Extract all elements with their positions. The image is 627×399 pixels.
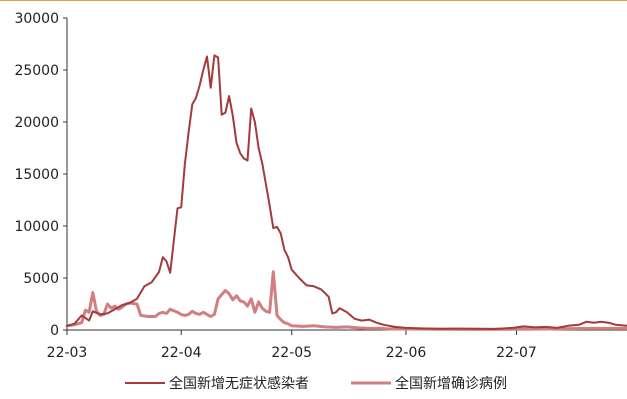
y-tick-label: 0 bbox=[50, 323, 59, 339]
axes: 0 5000 10000 15000 20000 25000 30000 22-03 22-04… bbox=[14, 11, 627, 361]
x-tick-label: 22-07 bbox=[496, 345, 537, 361]
series-group bbox=[65, 54, 627, 331]
x-tick-label: 22-04 bbox=[161, 345, 202, 361]
legend-label-2: 全国新增确诊病例 bbox=[395, 375, 507, 392]
y-tick-label: 5000 bbox=[23, 271, 59, 287]
x-tick-label: 22-03 bbox=[47, 345, 88, 361]
series-line-1 bbox=[66, 54, 627, 330]
y-tick-label: 20000 bbox=[14, 115, 59, 131]
legend-label-1: 全国新增无症状感染者 bbox=[169, 375, 309, 392]
y-tick-label: 25000 bbox=[14, 63, 59, 79]
x-tick-label: 22-06 bbox=[386, 345, 427, 361]
series-line-2 bbox=[65, 270, 627, 331]
y-tick-label: 30000 bbox=[14, 11, 59, 27]
x-tick-label: 22-05 bbox=[271, 345, 312, 361]
top-rule bbox=[0, 0, 627, 1]
legend: 全国新增无症状感染者 全国新增确诊病例 bbox=[125, 375, 507, 392]
y-tick-label: 15000 bbox=[14, 167, 59, 183]
y-tick-label: 10000 bbox=[14, 219, 59, 235]
